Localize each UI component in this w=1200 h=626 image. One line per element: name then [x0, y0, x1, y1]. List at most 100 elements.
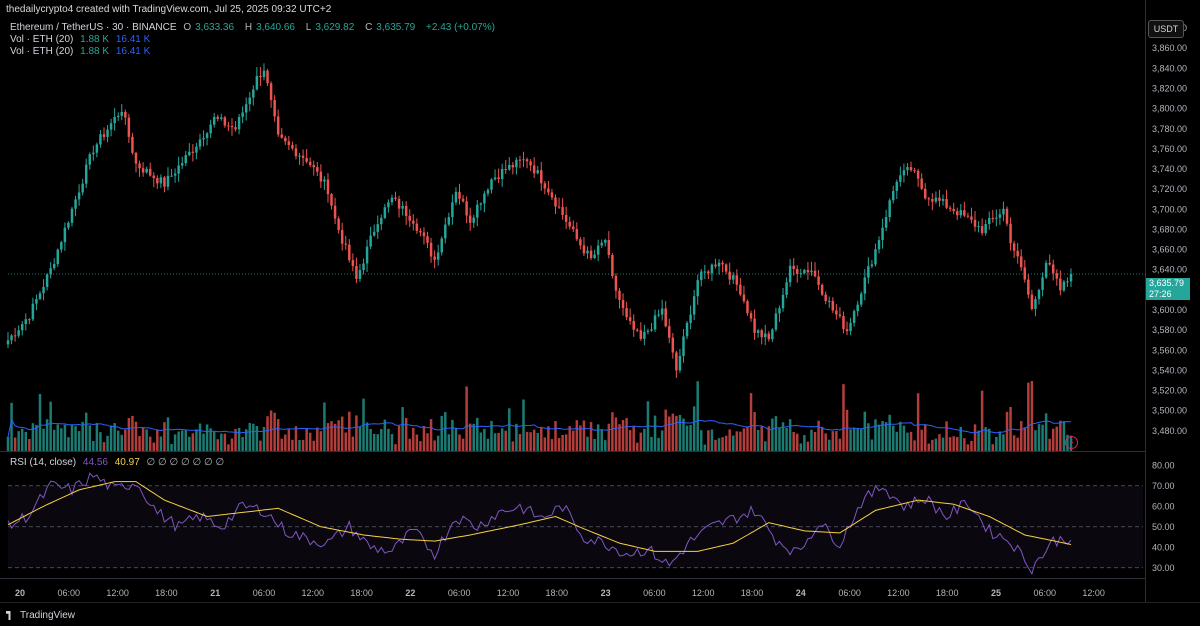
candle-body: [959, 210, 963, 216]
candle-body: [639, 330, 643, 339]
candle-body: [394, 197, 397, 199]
candle-body: [31, 303, 35, 320]
candle-body: [860, 293, 863, 305]
volume-bar: [88, 425, 92, 451]
candle-body: [657, 314, 660, 316]
volume-bar: [1055, 426, 1059, 451]
time-tick-label: 06:00: [1034, 588, 1057, 598]
volume-bar: [191, 433, 195, 451]
lightning-icon[interactable]: ⚡: [1065, 436, 1078, 449]
volume-bar: [500, 428, 504, 451]
volume-bar: [525, 431, 529, 451]
volume-bar: [810, 429, 813, 451]
volume-bar: [764, 441, 767, 451]
volume-bar: [156, 429, 159, 451]
volume-bar: [899, 421, 902, 451]
candle-body: [732, 275, 735, 280]
rsi-ma-line: [7, 481, 1072, 552]
candle-body: [1037, 290, 1041, 300]
volume-bar: [561, 434, 564, 451]
volume-bar: [52, 429, 56, 451]
volume-bar: [84, 412, 88, 451]
volume-bar: [458, 434, 461, 451]
volume-bar: [536, 432, 539, 451]
candle-body: [234, 127, 237, 130]
volume-bar: [931, 439, 934, 451]
candle-body: [173, 173, 177, 176]
volume-bar: [408, 438, 411, 451]
volume-bar: [472, 423, 475, 451]
volume-bar: [454, 428, 458, 451]
volume-bar: [788, 419, 792, 451]
candle-body: [692, 296, 696, 315]
candle-body: [721, 262, 724, 265]
candle-body: [803, 269, 806, 274]
volume-bar: [56, 424, 60, 451]
volume-bar: [1016, 437, 1019, 451]
candle-body: [248, 97, 251, 105]
price-axis: 3,880.003,860.003,840.003,820.003,800.00…: [0, 0, 1187, 602]
candle-body: [220, 117, 223, 119]
volume-bar: [1059, 420, 1062, 451]
tradingview-logo[interactable]: TradingView: [6, 610, 75, 621]
volume-bar: [696, 381, 699, 451]
volume-bar: [927, 443, 931, 451]
candle-body: [269, 83, 273, 100]
candle-body: [284, 137, 287, 142]
volume-bar: [710, 429, 714, 451]
candle-body: [113, 116, 116, 124]
volume-bar: [120, 434, 124, 451]
low-value: L 3,629.82: [305, 22, 355, 33]
candle-body: [621, 299, 625, 308]
candle-body: [500, 168, 504, 180]
volume-bar: [138, 436, 141, 451]
candle-body: [35, 299, 38, 304]
candle-body: [678, 355, 682, 371]
candle-body: [156, 178, 159, 184]
volume-bar: [543, 437, 547, 451]
candle-body: [145, 168, 148, 173]
candle-body: [653, 315, 657, 330]
volume-legend-1[interactable]: Vol · ETH (20) 1.88 K 16.41 K: [10, 34, 154, 45]
candle-body: [810, 270, 813, 273]
candle-body: [906, 167, 909, 171]
candle-body: [483, 193, 486, 204]
volume-legend-2[interactable]: Vol · ETH (20) 1.88 K 16.41 K: [10, 46, 154, 57]
volume-bar: [607, 423, 611, 451]
time-tick-label: 06:00: [253, 588, 276, 598]
volume-bar: [490, 420, 493, 451]
volume-bar: [1002, 434, 1005, 451]
volume-bar: [845, 409, 849, 451]
rsi-tick-label: 70.00: [1152, 481, 1175, 491]
currency-selector[interactable]: USDT: [1148, 20, 1184, 38]
volume-bar: [714, 439, 717, 451]
change-value: +2.43 (+0.07%): [426, 22, 495, 33]
candle-body: [28, 319, 31, 321]
symbol-legend[interactable]: Ethereum / TetherUS · 30 · BINANCE O 3,63…: [10, 22, 499, 33]
volume-value: 1.88 K: [80, 46, 110, 57]
candle-body: [24, 319, 28, 325]
candle-body: [586, 250, 589, 254]
candle-body: [892, 190, 895, 201]
rsi-legend[interactable]: RSI (14, close) 44.56 40.97 ∅ ∅ ∅ ∅ ∅ ∅ …: [10, 457, 228, 468]
candle-body: [170, 175, 173, 177]
volume-bar: [852, 427, 856, 451]
candle-body: [124, 111, 127, 118]
volume-bar: [369, 428, 372, 451]
candle-body: [365, 246, 369, 264]
volume-bar: [682, 418, 685, 451]
volume-bar: [63, 424, 67, 451]
candle-body: [916, 170, 920, 179]
candle-body: [202, 137, 205, 140]
volume-bar: [308, 432, 312, 451]
volume-bar: [1034, 430, 1037, 451]
volume-bar: [383, 419, 387, 451]
volume-bar: [813, 431, 817, 451]
candle-body: [337, 218, 340, 231]
rsi-extra-values: ∅ ∅ ∅ ∅ ∅ ∅ ∅: [146, 457, 225, 468]
volume-bar: [842, 384, 845, 451]
volume-bar: [700, 430, 703, 451]
candle-body: [84, 164, 88, 184]
candle-body: [934, 197, 938, 202]
